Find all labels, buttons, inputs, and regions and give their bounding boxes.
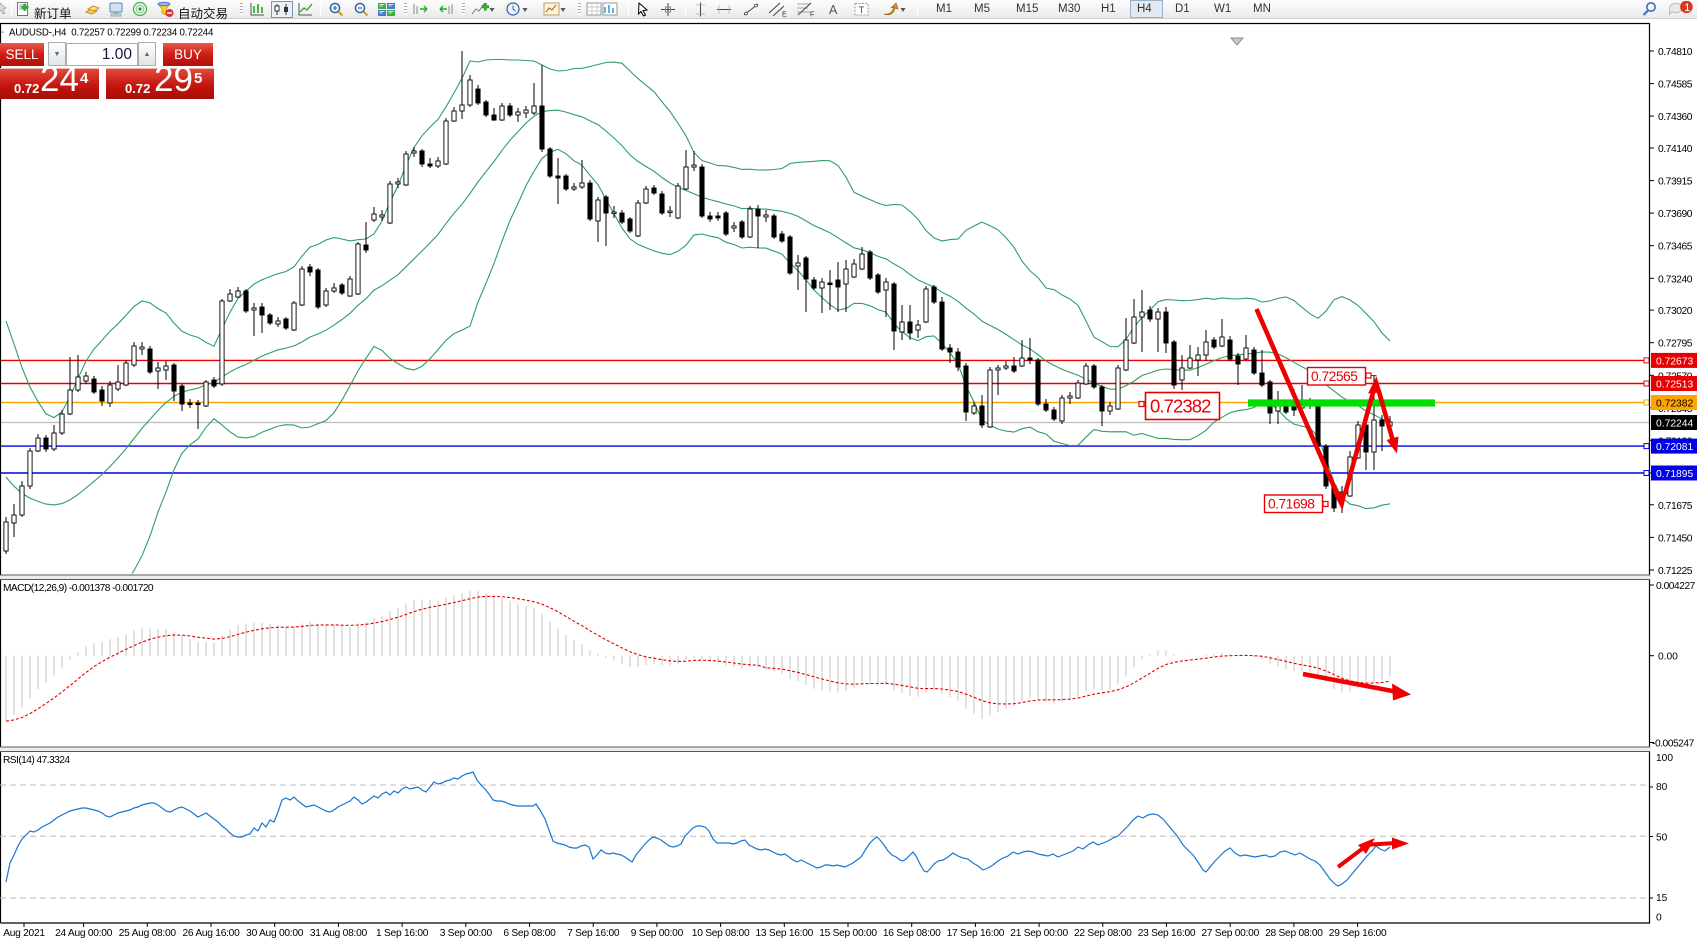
- svg-text:F: F: [810, 12, 814, 19]
- svg-text:0.72081: 0.72081: [1656, 442, 1693, 453]
- svg-text:17 Sep 16:00: 17 Sep 16:00: [947, 928, 1005, 939]
- svg-text:AUDUSD-,H4 0.72257 0.72299 0.: AUDUSD-,H4 0.72257 0.72299 0.72234 0.722…: [9, 28, 214, 39]
- svg-text:24 Aug 00:00: 24 Aug 00:00: [55, 928, 113, 939]
- svg-text:100: 100: [1656, 753, 1673, 764]
- svg-text:15: 15: [1656, 893, 1668, 904]
- svg-text:0.74140: 0.74140: [1658, 144, 1693, 155]
- svg-text:9 Sep 00:00: 9 Sep 00:00: [631, 928, 684, 939]
- svg-text:7 Sep 16:00: 7 Sep 16:00: [567, 928, 620, 939]
- svg-text:0.72795: 0.72795: [1658, 339, 1693, 350]
- svg-text:1: 1: [1684, 2, 1690, 14]
- svg-text:80: 80: [1656, 782, 1668, 793]
- svg-text:0.71450: 0.71450: [1658, 533, 1693, 544]
- svg-text:0.72382: 0.72382: [1656, 399, 1693, 410]
- svg-text:28 Sep 08:00: 28 Sep 08:00: [1265, 928, 1323, 939]
- svg-text:0.72673: 0.72673: [1656, 356, 1693, 367]
- svg-text:29 Sep 16:00: 29 Sep 16:00: [1329, 928, 1387, 939]
- svg-text:0.71895: 0.71895: [1656, 469, 1693, 480]
- svg-text:6 Sep 08:00: 6 Sep 08:00: [503, 928, 556, 939]
- svg-text:0.73915: 0.73915: [1658, 177, 1693, 188]
- svg-text:-0.005247: -0.005247: [1652, 739, 1695, 750]
- svg-text:0.74585: 0.74585: [1658, 80, 1693, 91]
- svg-text:0.73020: 0.73020: [1658, 306, 1693, 317]
- svg-text:0.72244: 0.72244: [1656, 419, 1693, 430]
- svg-text:0.00: 0.00: [1658, 652, 1678, 663]
- svg-text:21 Sep 00:00: 21 Sep 00:00: [1010, 928, 1068, 939]
- svg-text:0: 0: [1656, 913, 1662, 924]
- svg-text:23 Sep 16:00: 23 Sep 16:00: [1138, 928, 1196, 939]
- svg-text:30 Aug 00:00: 30 Aug 00:00: [246, 928, 304, 939]
- svg-text:Aug 2021: Aug 2021: [3, 928, 45, 939]
- svg-text:0.72382: 0.72382: [1150, 396, 1211, 417]
- svg-text:0.71225: 0.71225: [1658, 566, 1693, 577]
- svg-text:-: -: [1, 27, 4, 38]
- svg-text:0.73465: 0.73465: [1658, 242, 1693, 253]
- svg-text:0.71675: 0.71675: [1658, 501, 1693, 512]
- svg-text:50: 50: [1656, 833, 1668, 844]
- svg-text:E: E: [782, 12, 787, 19]
- svg-text:T: T: [859, 5, 865, 16]
- svg-text:MACD(12,26,9) -0.001378 -0.001: MACD(12,26,9) -0.001378 -0.001720: [3, 583, 154, 594]
- svg-text:0.73690: 0.73690: [1658, 209, 1693, 220]
- svg-text:0.72565: 0.72565: [1311, 369, 1358, 384]
- svg-text:RSI(14) 47.3324: RSI(14) 47.3324: [3, 755, 70, 766]
- svg-text:0.004227: 0.004227: [1656, 581, 1696, 592]
- svg-text:0.71698: 0.71698: [1268, 497, 1315, 512]
- svg-text:0.73240: 0.73240: [1658, 274, 1693, 285]
- svg-text:13 Sep 16:00: 13 Sep 16:00: [755, 928, 813, 939]
- svg-text:0.74810: 0.74810: [1658, 47, 1693, 58]
- svg-text:0.74360: 0.74360: [1658, 112, 1693, 123]
- svg-text:31 Aug 08:00: 31 Aug 08:00: [310, 928, 368, 939]
- svg-text:25 Aug 08:00: 25 Aug 08:00: [119, 928, 177, 939]
- svg-text:15 Sep 00:00: 15 Sep 00:00: [819, 928, 877, 939]
- svg-text:1 Sep 16:00: 1 Sep 16:00: [376, 928, 429, 939]
- svg-text:3 Sep 00:00: 3 Sep 00:00: [440, 928, 493, 939]
- svg-text:22 Sep 08:00: 22 Sep 08:00: [1074, 928, 1132, 939]
- svg-text:26 Aug 16:00: 26 Aug 16:00: [182, 928, 240, 939]
- svg-text:27 Sep 00:00: 27 Sep 00:00: [1201, 928, 1259, 939]
- svg-text:16 Sep 08:00: 16 Sep 08:00: [883, 928, 941, 939]
- svg-text:10 Sep 08:00: 10 Sep 08:00: [692, 928, 750, 939]
- svg-text:0.72513: 0.72513: [1656, 380, 1693, 391]
